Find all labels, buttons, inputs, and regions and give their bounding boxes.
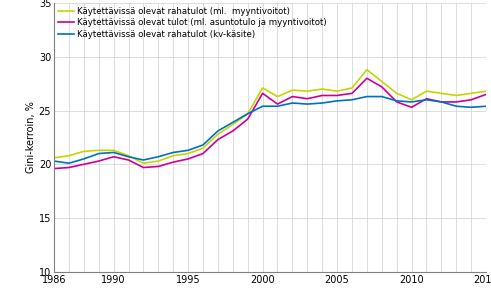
Käytettävissä olevat tulot (ml. asuntotulo ja myyntivoitot) (81, 162, 87, 166)
Käytettävissä olevat rahatulot (kv-käsite) (334, 99, 340, 103)
Käytettävissä olevat rahatulot (ml.  myyntivoitot) (290, 88, 296, 92)
Käytettävissä olevat tulot (ml. asuntotulo ja myyntivoitot) (245, 117, 250, 121)
Käytettävissä olevat rahatulot (ml.  myyntivoitot) (245, 112, 250, 116)
Käytettävissä olevat rahatulot (kv-käsite) (468, 105, 474, 109)
Käytettävissä olevat tulot (ml. asuntotulo ja myyntivoitot) (349, 92, 355, 95)
Käytettävissä olevat rahatulot (kv-käsite) (245, 112, 250, 116)
Käytettävissä olevat tulot (ml. asuntotulo ja myyntivoitot) (394, 100, 400, 104)
Käytettävissä olevat rahatulot (ml.  myyntivoitot) (230, 123, 236, 126)
Käytettävissä olevat tulot (ml. asuntotulo ja myyntivoitot) (274, 102, 280, 106)
Käytettävissä olevat rahatulot (ml.  myyntivoitot) (334, 89, 340, 93)
Käytettävissä olevat rahatulot (kv-käsite) (230, 120, 236, 124)
Käytettävissä olevat rahatulot (kv-käsite) (155, 155, 161, 159)
Käytettävissä olevat rahatulot (kv-käsite) (96, 152, 102, 155)
Käytettävissä olevat rahatulot (ml.  myyntivoitot) (215, 132, 221, 136)
Käytettävissä olevat tulot (ml. asuntotulo ja myyntivoitot) (468, 98, 474, 101)
Käytettävissä olevat rahatulot (ml.  myyntivoitot) (409, 98, 414, 101)
Käytettävissä olevat tulot (ml. asuntotulo ja myyntivoitot) (170, 160, 176, 164)
Käytettävissä olevat rahatulot (ml.  myyntivoitot) (379, 80, 385, 83)
Käytettävissä olevat rahatulot (ml.  myyntivoitot) (200, 146, 206, 150)
Käytettävissä olevat rahatulot (kv-käsite) (215, 129, 221, 133)
Käytettävissä olevat rahatulot (kv-käsite) (126, 155, 132, 159)
Käytettävissä olevat rahatulot (kv-käsite) (319, 101, 325, 105)
Line: Käytettävissä olevat rahatulot (kv-käsite): Käytettävissä olevat rahatulot (kv-käsit… (54, 97, 486, 163)
Käytettävissä olevat tulot (ml. asuntotulo ja myyntivoitot) (438, 100, 444, 104)
Käytettävissä olevat rahatulot (kv-käsite) (304, 102, 310, 106)
Käytettävissä olevat rahatulot (ml.  myyntivoitot) (96, 149, 102, 152)
Käytettävissä olevat tulot (ml. asuntotulo ja myyntivoitot) (185, 157, 191, 161)
Käytettävissä olevat rahatulot (ml.  myyntivoitot) (260, 86, 266, 90)
Käytettävissä olevat rahatulot (ml.  myyntivoitot) (468, 92, 474, 95)
Käytettävissä olevat tulot (ml. asuntotulo ja myyntivoitot) (453, 100, 459, 104)
Käytettävissä olevat rahatulot (kv-käsite) (66, 161, 72, 165)
Käytettävissä olevat tulot (ml. asuntotulo ja myyntivoitot) (140, 166, 146, 169)
Käytettävissä olevat rahatulot (ml.  myyntivoitot) (66, 154, 72, 158)
Käytettävissä olevat rahatulot (ml.  myyntivoitot) (364, 68, 370, 72)
Käytettävissä olevat tulot (ml. asuntotulo ja myyntivoitot) (66, 166, 72, 169)
Käytettävissä olevat rahatulot (ml.  myyntivoitot) (394, 92, 400, 95)
Line: Käytettävissä olevat rahatulot (ml.  myyntivoitot): Käytettävissä olevat rahatulot (ml. myyn… (54, 70, 486, 163)
Käytettävissä olevat rahatulot (ml.  myyntivoitot) (483, 89, 489, 93)
Käytettävissä olevat rahatulot (kv-käsite) (290, 101, 296, 105)
Käytettävissä olevat rahatulot (ml.  myyntivoitot) (170, 154, 176, 158)
Käytettävissä olevat rahatulot (kv-käsite) (364, 95, 370, 98)
Käytettävissä olevat tulot (ml. asuntotulo ja myyntivoitot) (96, 159, 102, 163)
Käytettävissä olevat rahatulot (ml.  myyntivoitot) (274, 95, 280, 98)
Käytettävissä olevat tulot (ml. asuntotulo ja myyntivoitot) (409, 105, 414, 109)
Käytettävissä olevat rahatulot (kv-käsite) (438, 100, 444, 104)
Käytettävissä olevat rahatulot (kv-käsite) (349, 98, 355, 101)
Käytettävissä olevat rahatulot (kv-käsite) (185, 149, 191, 152)
Käytettävissä olevat rahatulot (ml.  myyntivoitot) (453, 94, 459, 97)
Käytettävissä olevat rahatulot (ml.  myyntivoitot) (155, 159, 161, 163)
Käytettävissä olevat rahatulot (kv-käsite) (409, 100, 414, 104)
Käytettävissä olevat rahatulot (ml.  myyntivoitot) (319, 87, 325, 91)
Käytettävissä olevat rahatulot (kv-käsite) (379, 95, 385, 98)
Käytettävissä olevat rahatulot (ml.  myyntivoitot) (81, 149, 87, 153)
Käytettävissä olevat tulot (ml. asuntotulo ja myyntivoitot) (304, 97, 310, 101)
Käytettävissä olevat rahatulot (ml.  myyntivoitot) (424, 89, 430, 93)
Käytettävissä olevat rahatulot (kv-käsite) (483, 104, 489, 108)
Käytettävissä olevat rahatulot (kv-käsite) (453, 104, 459, 108)
Käytettävissä olevat rahatulot (kv-käsite) (424, 98, 430, 101)
Legend: Käytettävissä olevat rahatulot (ml.  myyntivoitot), Käytettävissä olevat tulot (: Käytettävissä olevat rahatulot (ml. myyn… (56, 6, 328, 40)
Käytettävissä olevat rahatulot (kv-käsite) (140, 158, 146, 162)
Käytettävissä olevat tulot (ml. asuntotulo ja myyntivoitot) (110, 155, 116, 159)
Käytettävissä olevat tulot (ml. asuntotulo ja myyntivoitot) (483, 93, 489, 96)
Käytettävissä olevat rahatulot (kv-käsite) (170, 151, 176, 154)
Käytettävissä olevat rahatulot (ml.  myyntivoitot) (51, 156, 57, 160)
Y-axis label: Gini-kerroin, %: Gini-kerroin, % (26, 101, 36, 173)
Käytettävissä olevat rahatulot (kv-käsite) (274, 104, 280, 108)
Käytettävissä olevat rahatulot (kv-käsite) (394, 99, 400, 103)
Käytettävissä olevat rahatulot (kv-käsite) (260, 104, 266, 108)
Käytettävissä olevat rahatulot (ml.  myyntivoitot) (304, 89, 310, 93)
Käytettävissä olevat rahatulot (ml.  myyntivoitot) (185, 152, 191, 155)
Line: Käytettävissä olevat tulot (ml. asuntotulo ja myyntivoitot): Käytettävissä olevat tulot (ml. asuntotu… (54, 78, 486, 169)
Käytettävissä olevat tulot (ml. asuntotulo ja myyntivoitot) (424, 97, 430, 101)
Käytettävissä olevat rahatulot (ml.  myyntivoitot) (438, 92, 444, 95)
Käytettävissä olevat rahatulot (ml.  myyntivoitot) (126, 154, 132, 158)
Käytettävissä olevat rahatulot (kv-käsite) (81, 157, 87, 161)
Käytettävissä olevat tulot (ml. asuntotulo ja myyntivoitot) (379, 85, 385, 89)
Käytettävissä olevat rahatulot (kv-käsite) (110, 151, 116, 154)
Käytettävissä olevat tulot (ml. asuntotulo ja myyntivoitot) (290, 95, 296, 98)
Käytettävissä olevat rahatulot (kv-käsite) (200, 143, 206, 147)
Käytettävissä olevat rahatulot (kv-käsite) (51, 159, 57, 163)
Käytettävissä olevat tulot (ml. asuntotulo ja myyntivoitot) (260, 92, 266, 95)
Käytettävissä olevat tulot (ml. asuntotulo ja myyntivoitot) (319, 94, 325, 97)
Käytettävissä olevat tulot (ml. asuntotulo ja myyntivoitot) (215, 138, 221, 141)
Käytettävissä olevat rahatulot (ml.  myyntivoitot) (110, 149, 116, 152)
Käytettävissä olevat tulot (ml. asuntotulo ja myyntivoitot) (364, 76, 370, 80)
Käytettävissä olevat rahatulot (ml.  myyntivoitot) (349, 86, 355, 90)
Käytettävissä olevat tulot (ml. asuntotulo ja myyntivoitot) (126, 158, 132, 162)
Käytettävissä olevat tulot (ml. asuntotulo ja myyntivoitot) (230, 129, 236, 133)
Käytettävissä olevat rahatulot (ml.  myyntivoitot) (140, 161, 146, 165)
Käytettävissä olevat tulot (ml. asuntotulo ja myyntivoitot) (51, 167, 57, 170)
Käytettävissä olevat tulot (ml. asuntotulo ja myyntivoitot) (334, 94, 340, 97)
Käytettävissä olevat tulot (ml. asuntotulo ja myyntivoitot) (200, 152, 206, 155)
Käytettävissä olevat tulot (ml. asuntotulo ja myyntivoitot) (155, 165, 161, 168)
